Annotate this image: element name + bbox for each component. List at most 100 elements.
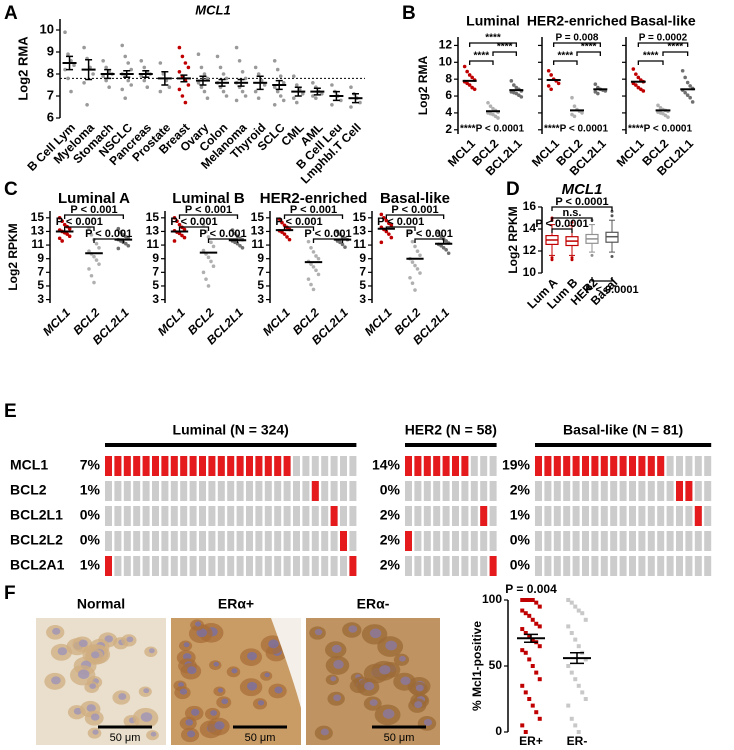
sample-cell bbox=[452, 556, 459, 576]
outlier bbox=[570, 220, 574, 224]
y-tick-label: 5 bbox=[37, 278, 44, 292]
nucleus bbox=[214, 721, 225, 730]
sample-cell bbox=[470, 531, 478, 551]
gene-label: BCL2L2 bbox=[10, 532, 63, 548]
data-point bbox=[177, 45, 182, 50]
data-point bbox=[444, 248, 448, 252]
data-point bbox=[233, 231, 237, 236]
significance-label: P < 0.001 bbox=[290, 204, 337, 216]
sample-cell bbox=[619, 481, 627, 501]
data-point bbox=[211, 244, 216, 249]
gene-label: BCL2L1 bbox=[10, 507, 63, 523]
sample-cell bbox=[302, 531, 310, 551]
data-point bbox=[306, 277, 311, 281]
error-bar bbox=[161, 71, 169, 86]
data-point bbox=[123, 54, 128, 59]
data-point bbox=[690, 100, 695, 104]
data-point bbox=[382, 216, 386, 220]
sample-cell bbox=[452, 481, 459, 501]
significance-bracket bbox=[551, 217, 593, 222]
sample-cell bbox=[246, 556, 253, 576]
sample-cell bbox=[535, 556, 542, 576]
outlier bbox=[570, 256, 574, 260]
data-point bbox=[205, 76, 210, 81]
sample-cell bbox=[133, 556, 141, 576]
sample-cell bbox=[647, 481, 655, 501]
y-axis-label: Log2 RMA bbox=[416, 56, 430, 116]
nucleus bbox=[314, 628, 323, 636]
data-point bbox=[410, 260, 415, 264]
data-point bbox=[311, 250, 316, 254]
sample-cell bbox=[227, 481, 235, 501]
sample-cell bbox=[349, 531, 357, 551]
sample-cell bbox=[544, 531, 552, 551]
data-point bbox=[537, 604, 542, 609]
data-point bbox=[520, 598, 525, 602]
sample-cell bbox=[657, 556, 665, 576]
data-point bbox=[596, 91, 600, 96]
data-point bbox=[126, 61, 131, 65]
sample-cell bbox=[311, 456, 319, 476]
data-point bbox=[519, 95, 524, 99]
significance-label: **** bbox=[643, 51, 659, 62]
sample-cell bbox=[274, 506, 282, 526]
sample-cell bbox=[142, 481, 150, 501]
data-point bbox=[330, 83, 334, 87]
altered-cell bbox=[685, 481, 693, 501]
sample-cell bbox=[452, 531, 459, 551]
data-point bbox=[272, 103, 277, 107]
sample-cell bbox=[704, 531, 712, 551]
sample-cell bbox=[610, 556, 618, 576]
sample-cell bbox=[629, 556, 636, 576]
data-point bbox=[527, 613, 532, 618]
sample-cell bbox=[152, 506, 159, 526]
data-point bbox=[237, 59, 242, 63]
data-point bbox=[186, 65, 191, 70]
sample-cell bbox=[657, 531, 665, 551]
y-tick-label: 16 bbox=[523, 199, 537, 213]
nucleus bbox=[179, 688, 188, 695]
data-point bbox=[534, 621, 539, 626]
sample-cell bbox=[180, 506, 188, 526]
y-tick-label: 9 bbox=[359, 251, 366, 265]
sample-cell bbox=[133, 506, 141, 526]
nucleus bbox=[196, 628, 208, 638]
sample-cell bbox=[340, 506, 347, 526]
significance-bracket bbox=[178, 214, 239, 219]
significance-bracket bbox=[576, 51, 601, 56]
sample-cell bbox=[638, 531, 646, 551]
sample-cell bbox=[704, 556, 712, 576]
nucleus bbox=[217, 688, 224, 693]
data-point bbox=[523, 611, 528, 616]
data-point bbox=[63, 67, 67, 72]
y-tick-label: 11 bbox=[146, 237, 159, 251]
data-point bbox=[573, 637, 578, 642]
data-point bbox=[67, 226, 72, 231]
alteration-percent: 7% bbox=[80, 457, 101, 473]
sample-cell bbox=[676, 456, 683, 476]
sample-cell bbox=[563, 556, 571, 576]
sample-cell bbox=[638, 481, 646, 501]
data-point bbox=[446, 251, 451, 256]
sample-cell bbox=[293, 481, 300, 501]
data-point bbox=[576, 644, 581, 649]
sample-cell bbox=[189, 531, 197, 551]
error-bar bbox=[275, 79, 283, 91]
sample-cell bbox=[657, 506, 665, 526]
nucleus bbox=[333, 659, 344, 669]
data-point bbox=[556, 81, 561, 86]
group-title: Basal-like (N = 81) bbox=[563, 422, 683, 438]
alteration-percent: 19% bbox=[502, 457, 531, 473]
significance-bracket bbox=[283, 226, 315, 231]
y-tick-label: 11 bbox=[31, 237, 44, 251]
chart-title: MCL1 bbox=[195, 2, 230, 17]
sample-cell bbox=[208, 506, 216, 526]
alteration-percent: 0% bbox=[510, 557, 531, 573]
sample-cell bbox=[405, 506, 412, 526]
sample-cell bbox=[142, 531, 150, 551]
data-point bbox=[636, 75, 641, 80]
sample-cell bbox=[349, 506, 357, 526]
sample-cell bbox=[544, 556, 552, 576]
x-tick-label: ER+ bbox=[519, 734, 543, 748]
data-point bbox=[688, 84, 692, 88]
